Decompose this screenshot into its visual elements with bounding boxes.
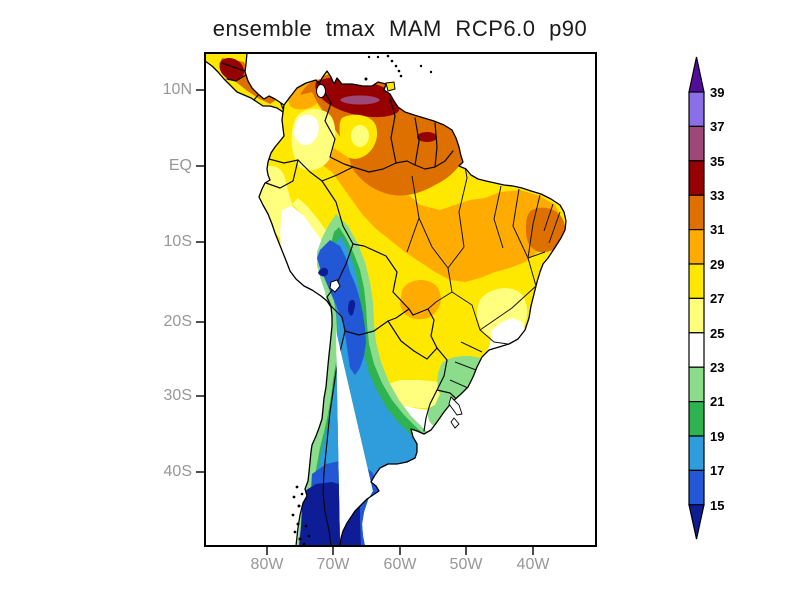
country-borders (221, 62, 464, 546)
region-guyana-hot-spot (417, 132, 437, 142)
state-borders (406, 148, 561, 389)
colorbar-cell-23-25 (688, 332, 705, 368)
colorbar-cell-25-27 (688, 297, 705, 334)
region-nicaragua-hot (219, 58, 245, 81)
axis-ticks (196, 89, 534, 555)
region-south-brazil-green (433, 356, 495, 430)
region-colombia-white-spot (294, 114, 319, 146)
cbar-label-33: 33 (710, 188, 725, 203)
lagoa-dos-patos (448, 396, 463, 416)
colorbar-bottom-arrow (688, 504, 705, 540)
region-sertao-patch (526, 207, 566, 253)
lon-label-80w: 80W (250, 556, 284, 573)
spot-navy-peru (318, 267, 329, 277)
colorbar-cell-27-29 (688, 263, 705, 300)
page-title: ensemble tmax MAM RCP6.0 p90 (212, 16, 588, 41)
lat-label-eq: EQ (168, 157, 192, 174)
region-venezuela-core (340, 95, 380, 105)
colorbar-top-arrow (688, 56, 705, 93)
islands-and-lakes (291, 54, 463, 546)
colorbar-cell-35-37 (688, 125, 705, 162)
colorbar-cell-21-23 (688, 366, 705, 403)
colorbar-cell-19-21 (688, 401, 705, 437)
region-llanos-core (351, 125, 369, 147)
lat-label-40s: 40S (163, 463, 192, 480)
colorbar-cell-29-31 (688, 229, 705, 265)
cbar-label-21: 21 (710, 394, 725, 409)
lat-label-20s: 20S (163, 313, 192, 330)
cbar-label-31: 31 (710, 222, 725, 237)
coastline (205, 53, 567, 546)
lat-label-30s: 30S (163, 387, 192, 404)
spot-navy-bolivia (348, 299, 356, 316)
cbar-label-17: 17 (710, 463, 725, 478)
colorbar-cell-33-35 (688, 160, 705, 196)
antilles-dots (364, 54, 433, 81)
cbar-label-27: 27 (710, 291, 725, 306)
band-blue-altiplano (317, 240, 366, 375)
colorbar-cell-15-17 (688, 469, 705, 506)
cbar-label-25: 25 (710, 326, 725, 341)
lon-label-60w: 60W (383, 556, 417, 573)
region-paraguay-chaco (400, 279, 441, 320)
lake-titicaca (329, 279, 341, 293)
cbar-label-15: 15 (710, 498, 725, 513)
colorbar-cell-17-19 (688, 435, 705, 472)
cbar-label-37: 37 (710, 119, 725, 134)
chilean-fjord-islands (291, 485, 311, 546)
cbar-label-23: 23 (710, 360, 725, 375)
region-uruguay-green (428, 404, 449, 426)
lat-label-10n: 10N (162, 81, 192, 98)
cbar-label-39: 39 (710, 85, 725, 100)
lon-label-70w: 70W (316, 556, 350, 573)
lon-label-40w: 40W (516, 556, 550, 573)
lagoa-mirim (450, 417, 460, 429)
colorbar-cell-37-39 (688, 91, 705, 128)
cbar-label-19: 19 (710, 429, 725, 444)
trinidad-island (385, 81, 396, 92)
colorbar (688, 56, 705, 540)
colorbar-cell-31-33 (688, 194, 705, 231)
cbar-label-35: 35 (710, 154, 725, 169)
cbar-label-29: 29 (710, 257, 725, 272)
filled-contour-field (205, 53, 566, 546)
lake-maracaibo (316, 84, 326, 98)
lon-label-50w: 50W (449, 556, 483, 573)
plot-frame-group (196, 52, 597, 555)
lat-label-10s: 10S (163, 233, 192, 250)
